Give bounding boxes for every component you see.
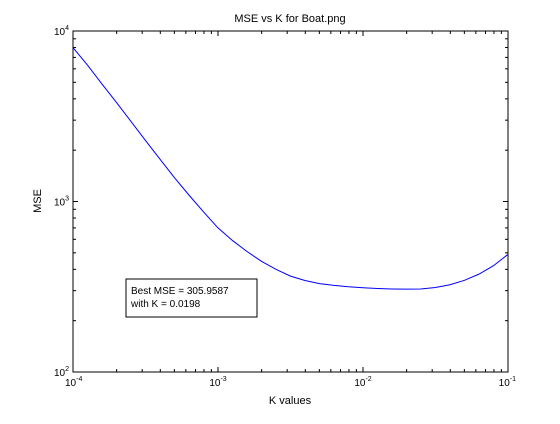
annotation-box: Best MSE = 305.9587 with K = 0.0198 xyxy=(126,279,257,317)
chart-title: MSE vs K for Boat.png xyxy=(234,13,345,25)
annotation-line-2: with K = 0.0198 xyxy=(130,299,201,310)
x-tick-label: 10-1 xyxy=(499,376,516,389)
y-tick-label: 104 xyxy=(54,25,69,38)
annotation-frame xyxy=(126,279,257,317)
x-tick-label: 10-2 xyxy=(354,376,371,389)
x-tick-label: 10-3 xyxy=(209,376,226,389)
y-tick-label: 103 xyxy=(54,196,69,209)
x-axis-label: K values xyxy=(269,395,312,407)
x-tick-label: 10-4 xyxy=(65,376,82,389)
y-axis-label: MSE xyxy=(32,189,44,213)
plot-area xyxy=(73,31,508,372)
annotation-line-1: Best MSE = 305.9587 xyxy=(131,286,229,297)
